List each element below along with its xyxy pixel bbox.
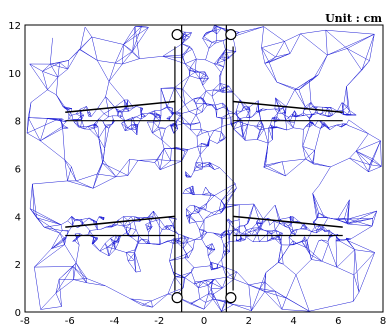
- x-tick-label: 6: [335, 316, 341, 327]
- column-notch: [171, 28, 183, 41]
- geometry-boundaries: [65, 25, 343, 312]
- y-tick-label: 0: [15, 308, 21, 319]
- x-tick-label: 4: [290, 316, 296, 327]
- unit-label: Unit : cm: [325, 12, 382, 25]
- column-notch: [171, 292, 183, 304]
- x-tick-label: 8: [380, 316, 386, 327]
- y-tick-label: 12: [8, 21, 21, 32]
- plot-frame: [24, 24, 384, 313]
- y-tick-label: 2: [15, 260, 21, 271]
- fin-left-upper-top: [65, 100, 175, 114]
- x-tick-label: 0: [201, 316, 207, 327]
- fin-right-lower-top: [233, 215, 343, 228]
- x-tick-label: -8: [20, 316, 30, 327]
- fin-right-upper-top: [233, 100, 343, 114]
- x-tick-label: -2: [154, 316, 164, 327]
- y-tick-label: 6: [15, 165, 21, 176]
- y-axis: 0 2 4 6 8 10 12: [8, 21, 21, 319]
- y-tick-label: 8: [15, 117, 21, 128]
- column-notch: [225, 292, 237, 304]
- y-tick-label: 4: [15, 212, 21, 223]
- column-notch: [225, 28, 237, 41]
- y-tick-label: 10: [8, 69, 21, 80]
- fin-left-lower-top: [65, 215, 175, 228]
- x-tick-label: -4: [110, 316, 120, 327]
- x-axis: -8 -6 -4 -2 0 2 4 6 8: [20, 316, 386, 327]
- x-tick-label: 2: [246, 316, 252, 327]
- x-tick-label: -6: [65, 316, 75, 327]
